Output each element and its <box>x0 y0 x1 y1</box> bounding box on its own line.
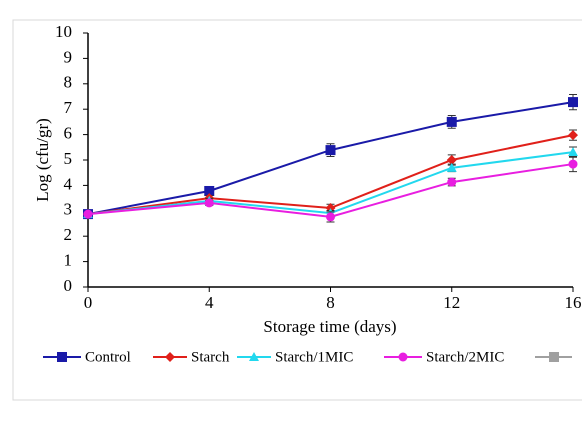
y-axis-title: Log (cfu/gr) <box>33 118 52 202</box>
x-tick-label: 0 <box>84 293 93 312</box>
legend-label: Starch/1MIC <box>275 349 353 365</box>
marker <box>446 155 457 165</box>
y-tick-label: 6 <box>64 124 73 143</box>
y-tick-label: 8 <box>64 73 73 92</box>
y-tick-label: 2 <box>64 225 73 244</box>
x-tick-label: 8 <box>326 293 335 312</box>
legend-marker <box>398 352 408 362</box>
x-axis-title: Storage time (days) <box>263 317 396 336</box>
legend-marker <box>249 352 259 361</box>
marker <box>568 130 578 141</box>
legend-marker <box>165 352 175 362</box>
marker <box>325 145 336 156</box>
x-tick-label: 12 <box>443 293 460 312</box>
marker <box>204 185 215 196</box>
legend-marker <box>549 352 559 362</box>
y-tick-label: 5 <box>64 149 73 168</box>
legend-label: Starch <box>191 349 230 365</box>
y-tick-label: 10 <box>55 22 72 41</box>
marker <box>446 162 457 172</box>
y-tick-label: 0 <box>64 276 73 295</box>
y-tick-label: 9 <box>64 47 73 66</box>
legend-label: Starch/2MIC <box>426 349 504 365</box>
marker <box>204 198 214 208</box>
marker <box>568 97 578 108</box>
marker <box>326 212 335 222</box>
y-tick-label: 7 <box>64 98 73 117</box>
y-tick-label: 3 <box>64 200 73 219</box>
y-tick-label: 1 <box>64 251 73 270</box>
x-tick-label: 4 <box>205 293 214 312</box>
marker <box>447 177 457 187</box>
legend-marker <box>57 352 67 362</box>
series-line <box>87 101 574 216</box>
marker <box>446 116 457 127</box>
marker <box>568 159 578 169</box>
legend-label: Control <box>85 349 131 365</box>
marker <box>568 147 578 157</box>
x-tick-label: 16 <box>565 293 582 312</box>
y-tick-label: 4 <box>64 174 73 193</box>
marker <box>83 209 93 219</box>
chart-frame <box>12 19 582 401</box>
